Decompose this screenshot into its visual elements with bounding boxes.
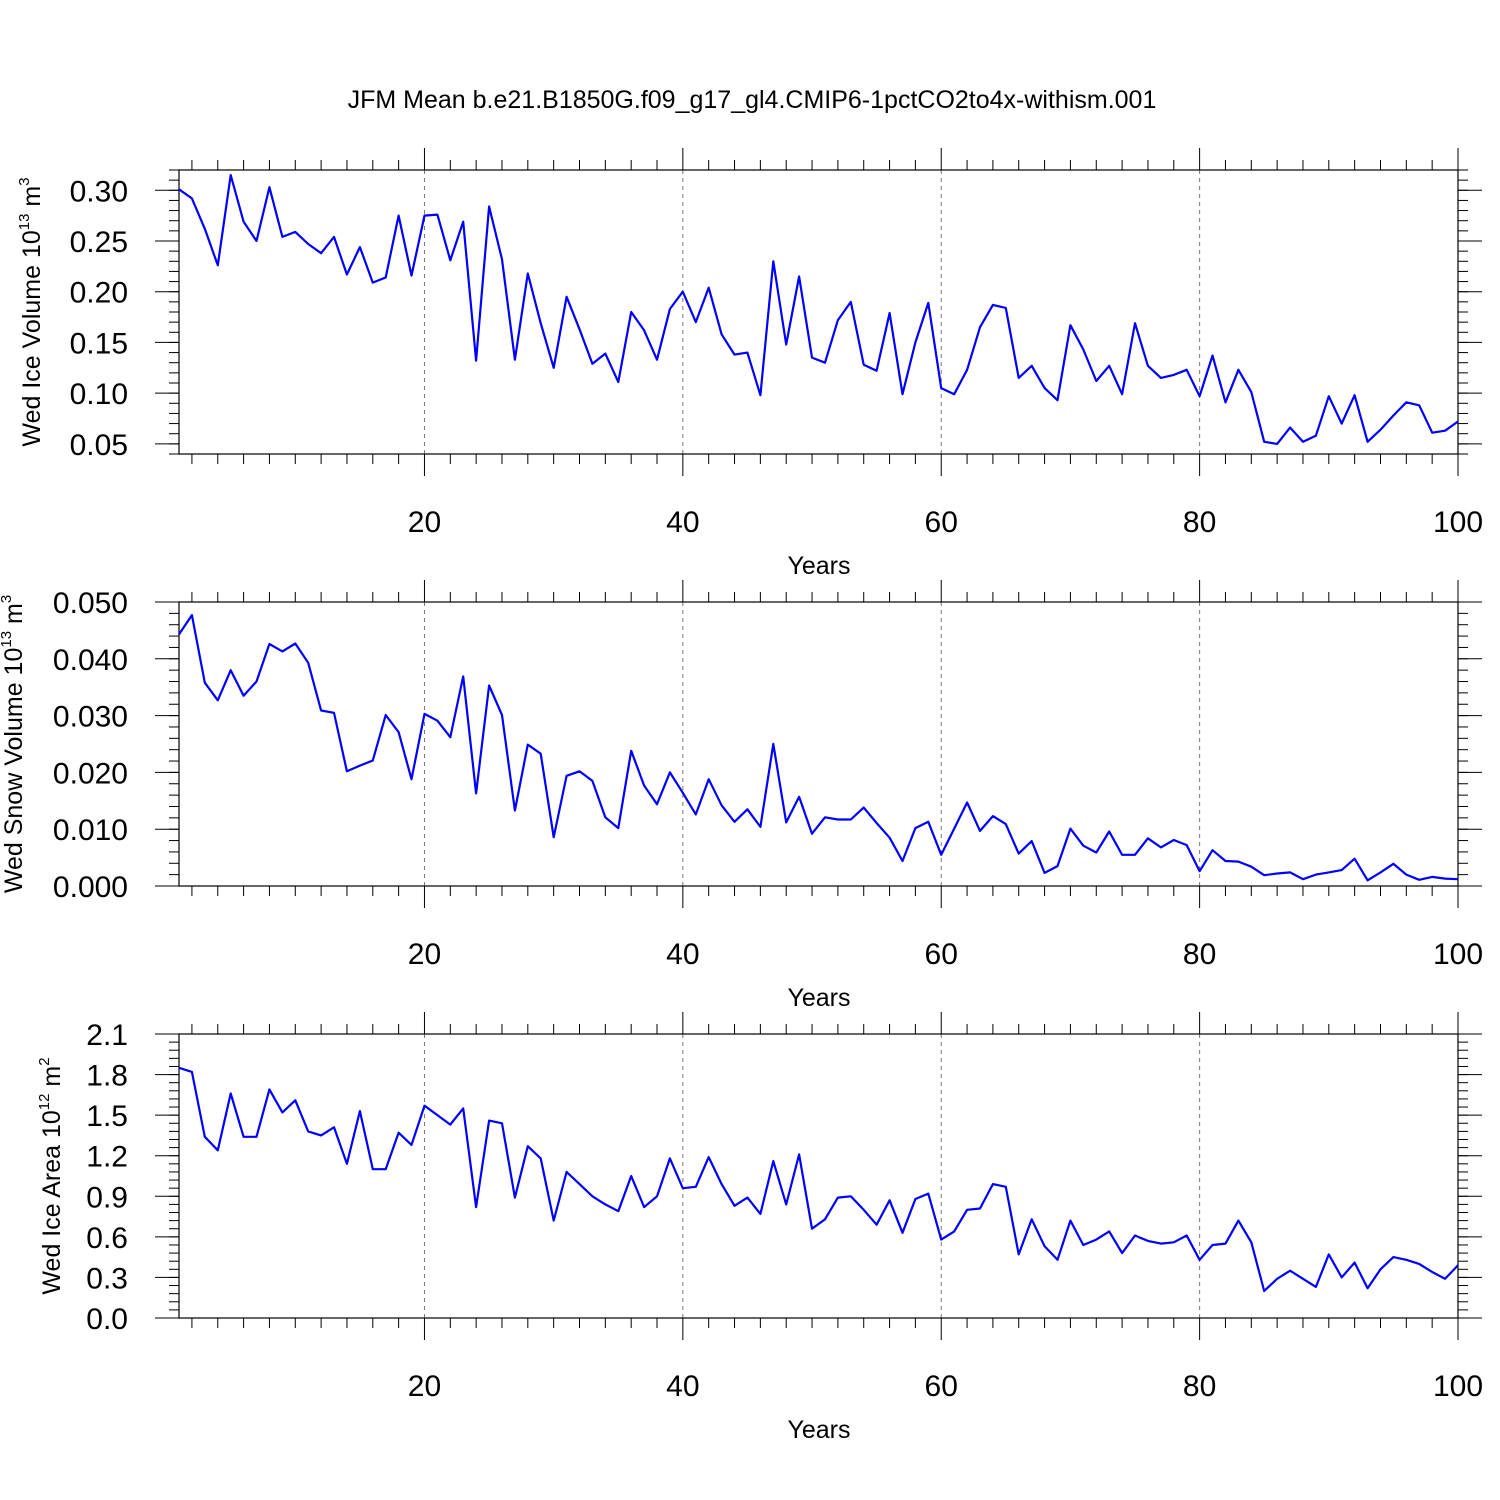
x-tick-label: 80 xyxy=(1183,1370,1216,1403)
data-series-line xyxy=(178,613,1459,882)
y-tick-label: 1.8 xyxy=(86,1060,128,1093)
x-axis-label: Years xyxy=(787,984,850,1012)
y-tick-label: 0.6 xyxy=(86,1222,128,1255)
y-axis-label-text: m xyxy=(18,186,46,214)
x-tick-label: 100 xyxy=(1433,1370,1483,1403)
y-axis-label-superscript: 12 xyxy=(36,1094,53,1111)
y-tick-label: 0.15 xyxy=(70,327,128,360)
y-axis-label-superscript: 3 xyxy=(16,177,33,185)
panel-1: 0.05 0.10 0.15 0.20 0.25 0.30 20 40 60 80 100 Years… xyxy=(16,148,1483,580)
y-axis-label-text: Wed Ice Area 10 xyxy=(38,1110,66,1294)
x-axis-label: Years xyxy=(787,1416,850,1444)
y-tick-label: 0.9 xyxy=(86,1181,128,1214)
chart-title: JFM Mean b.e21.B1850G.f09_g17_gl4.CMIP6-… xyxy=(348,86,1157,114)
y-axis-label-superscript: 2 xyxy=(36,1057,53,1065)
y-tick-label: 0.3 xyxy=(86,1262,128,1295)
y-tick-label: 0.10 xyxy=(70,378,128,411)
x-tick-label: 60 xyxy=(925,506,958,539)
y-tick-label: 1.5 xyxy=(86,1100,128,1133)
x-tick-label: 100 xyxy=(1433,506,1483,539)
y-axis-label-text: Wed Ice Volume 10 xyxy=(18,230,46,446)
x-tick-label: 80 xyxy=(1183,938,1216,971)
y-tick-label: 2.1 xyxy=(86,1019,128,1052)
y-axis-label: Wed Ice Volume 1013 m3 xyxy=(16,177,46,446)
y-axis-label-text: m xyxy=(0,603,28,631)
x-tick-label: 20 xyxy=(408,1370,441,1403)
y-tick-label: 0.30 xyxy=(70,175,128,208)
y-tick-label: 0.050 xyxy=(53,587,128,620)
data-series-line xyxy=(178,174,1459,445)
y-tick-label: 1.2 xyxy=(86,1141,128,1174)
y-axis-label: Wed Snow Volume 1013 m3 xyxy=(0,595,28,893)
x-tick-label: 100 xyxy=(1433,938,1483,971)
x-tick-label: 60 xyxy=(925,1370,958,1403)
x-tick-label: 60 xyxy=(925,938,958,971)
x-tick-label: 20 xyxy=(408,938,441,971)
panel-2: 0.000 0.010 0.020 0.030 0.040 0.050 20 40 60 80 10… xyxy=(0,580,1483,1012)
x-tick-label: 40 xyxy=(666,938,699,971)
plot-frame xyxy=(178,1033,1459,1319)
y-tick-label: 0.020 xyxy=(53,757,128,790)
plot-frame xyxy=(178,601,1459,887)
y-axis-label-text: m xyxy=(38,1066,66,1094)
y-tick-label: 0.030 xyxy=(53,701,128,734)
y-axis-label: Wed Ice Area 1012 m2 xyxy=(36,1057,66,1294)
data-series-line xyxy=(178,1066,1459,1293)
y-tick-label: 0.0 xyxy=(86,1303,128,1336)
y-tick-label: 0.05 xyxy=(70,429,128,462)
y-tick-label: 0.040 xyxy=(53,644,128,677)
x-tick-label: 40 xyxy=(666,1370,699,1403)
y-axis-label-text: Wed Snow Volume 10 xyxy=(0,648,28,894)
x-tick-label: 80 xyxy=(1183,506,1216,539)
x-tick-label: 40 xyxy=(666,506,699,539)
y-axis-label-superscript: 13 xyxy=(0,631,15,648)
x-axis-label: Years xyxy=(787,552,850,580)
plot-frame xyxy=(178,169,1459,455)
x-tick-label: 20 xyxy=(408,506,441,539)
y-axis-label-superscript: 13 xyxy=(16,214,33,231)
y-tick-label: 0.25 xyxy=(70,226,128,259)
y-tick-label: 0.20 xyxy=(70,277,128,310)
y-tick-label: 0.000 xyxy=(53,871,128,904)
panel-3: 0.0 0.3 0.6 0.9 1.2 1.5 1.8 2.1 20 40 60 80 100 Years… xyxy=(36,1012,1483,1444)
y-tick-label: 0.010 xyxy=(53,814,128,847)
y-axis-label-superscript: 3 xyxy=(0,595,15,603)
